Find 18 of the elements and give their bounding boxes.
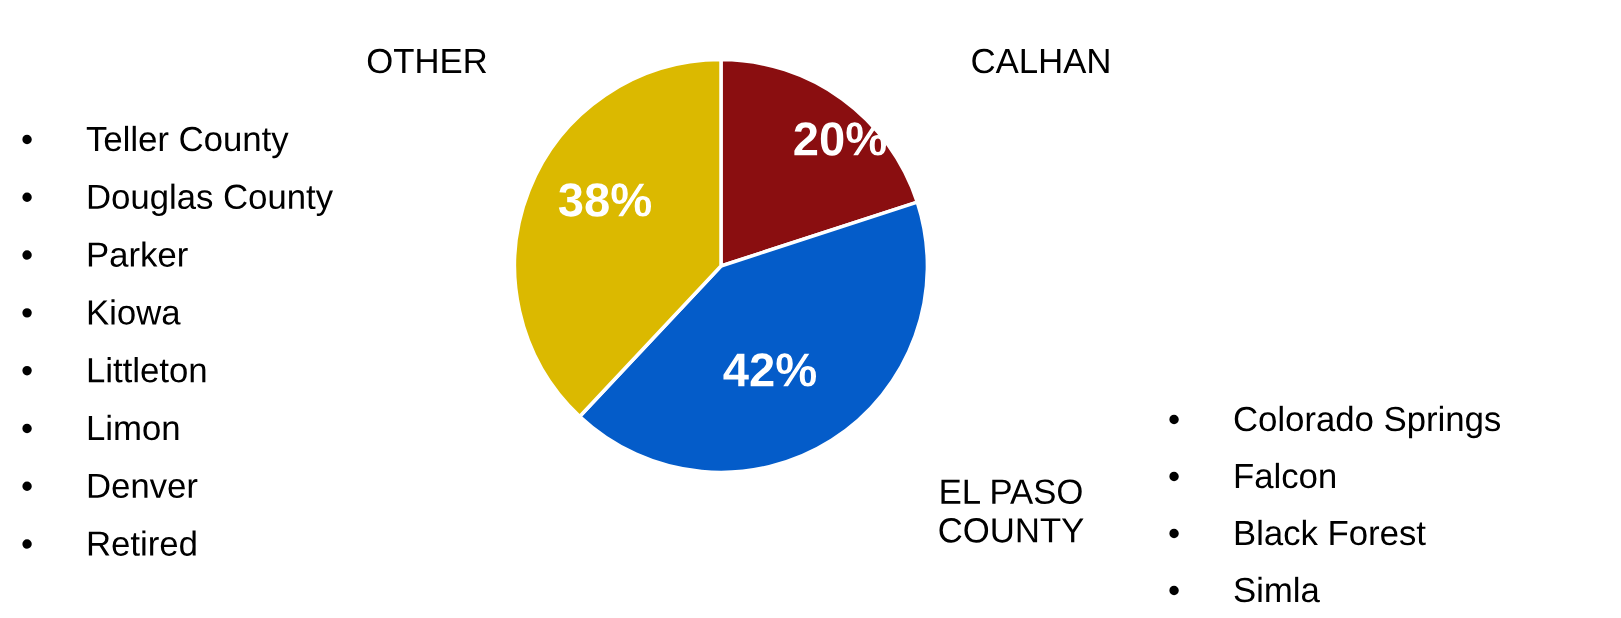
text: • Colorado Springs — [1169, 405, 1501, 439]
slice-label: OTHER — [367, 48, 487, 74]
text: • Simla — [1169, 576, 1320, 603]
text: • Retired — [22, 530, 196, 556]
text: • Falcon — [1169, 462, 1335, 489]
text: • Littleton — [22, 357, 206, 383]
data-label: 20% — [794, 122, 887, 156]
text: • Parker — [22, 241, 188, 267]
text: • Black Forest — [1169, 519, 1426, 546]
data-label: 42% — [723, 353, 817, 387]
text: • Denver — [22, 473, 198, 499]
text: • Kiowa — [22, 299, 181, 325]
data-label: 38% — [558, 183, 652, 217]
text: • Douglas County — [22, 183, 333, 216]
text: • Teller County — [22, 125, 289, 159]
text: • Limon — [22, 414, 179, 441]
slice-label: EL PASO COUNTY — [939, 479, 1084, 543]
slice-label: CALHAN — [972, 48, 1109, 74]
